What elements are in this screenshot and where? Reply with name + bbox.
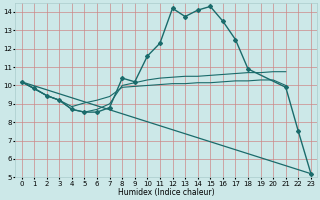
X-axis label: Humidex (Indice chaleur): Humidex (Indice chaleur) (118, 188, 214, 197)
